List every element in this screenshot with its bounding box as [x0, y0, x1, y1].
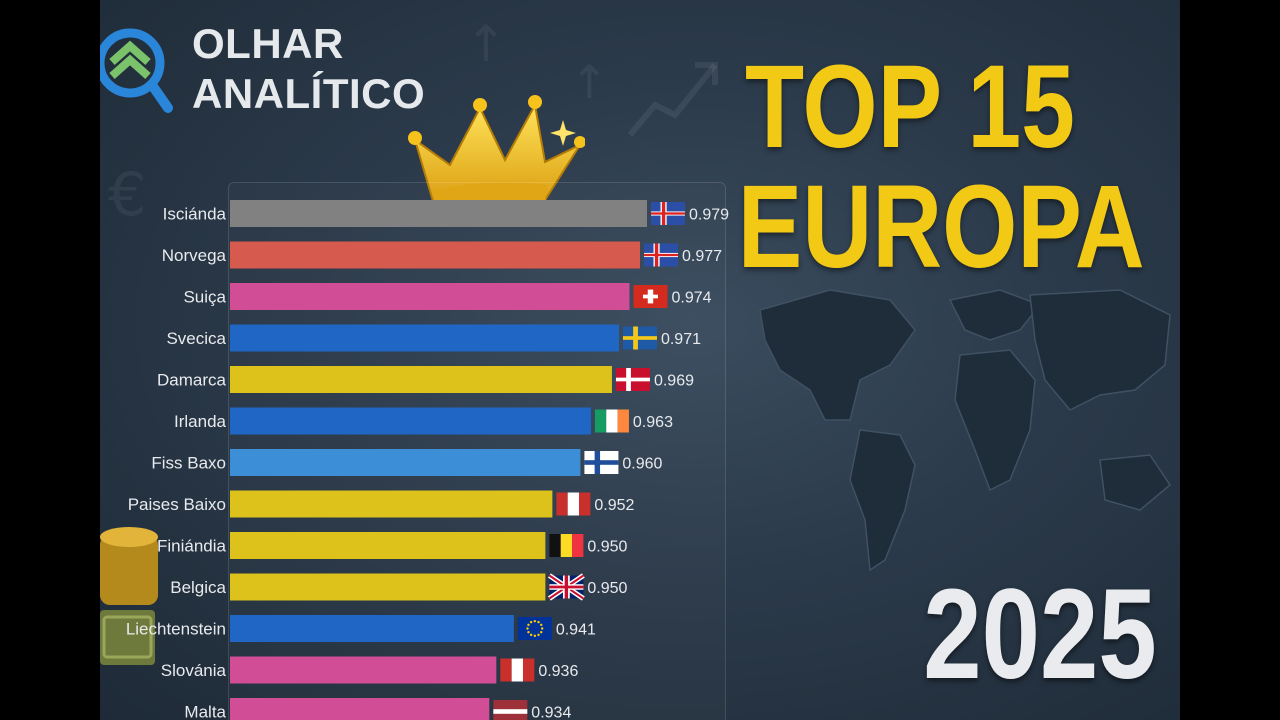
headline-top: TOP 15	[745, 41, 1075, 173]
value-label: 0.950	[587, 580, 627, 597]
category-label: Liechtenstein	[126, 620, 226, 639]
bar-chart: Isciánda 0.979 Norvega 0.977 Suiça 0.974 Sveci…	[126, 200, 729, 720]
year-label: 2025	[923, 563, 1157, 706]
bar	[230, 366, 612, 393]
value-label: 0.963	[633, 414, 673, 431]
latvia-flag-icon	[493, 700, 528, 720]
bar	[230, 200, 647, 227]
coins-icon	[100, 527, 158, 665]
uk-flag-icon	[547, 573, 585, 601]
category-label: Fiss Baxo	[151, 454, 226, 473]
value-label: 0.950	[587, 539, 627, 556]
bar	[230, 532, 546, 559]
bar	[230, 283, 630, 310]
value-label: 0.952	[594, 497, 634, 514]
switzerland-flag-icon	[633, 285, 668, 308]
category-label: Isciánda	[163, 205, 227, 224]
denmark-flag-icon	[615, 368, 650, 391]
bar	[230, 490, 553, 518]
belgium-flag-icon	[549, 534, 584, 557]
sparkle-icon	[550, 120, 576, 146]
category-label: Belgica	[170, 578, 226, 597]
category-label: Irlanda	[174, 412, 227, 431]
category-label: Damarca	[157, 371, 227, 390]
bar	[230, 449, 581, 476]
category-label: Suiça	[183, 288, 226, 307]
arrow-up-icon: ↑	[465, 15, 507, 73]
headline-region: EUROPA	[737, 161, 1145, 293]
iceland-flag-icon	[643, 243, 678, 267]
red-white-vertical-flag-icon	[556, 492, 591, 516]
value-label: 0.969	[654, 373, 694, 390]
bar	[230, 241, 640, 269]
arrow-up-icon: ↑	[570, 55, 609, 109]
bar	[230, 698, 490, 720]
finland-flag-icon	[584, 451, 619, 474]
value-label: 0.936	[538, 663, 578, 680]
bar	[230, 407, 591, 435]
chart-panel	[228, 182, 726, 720]
eu-flag-icon	[517, 617, 552, 640]
value-label: 0.934	[531, 705, 571, 720]
value-label: 0.977	[682, 248, 722, 265]
category-label: Paises Baixo	[128, 495, 226, 514]
brand-line-1: OLHAR	[192, 20, 344, 67]
category-label: Finiándia	[157, 537, 227, 556]
value-label: 0.941	[556, 622, 596, 639]
value-label: 0.960	[622, 456, 662, 473]
euro-icon: €	[108, 160, 147, 230]
value-label: 0.979	[689, 207, 729, 224]
category-label: Norvega	[162, 246, 227, 265]
ireland-flag-icon	[594, 409, 629, 433]
red-white-vertical-flag-icon	[500, 658, 535, 682]
thumbnail-canvas: ↑ ↑ € OLHAR ANALÍTICO TOP 15 EUROPA	[100, 0, 1180, 720]
sweden-flag-icon	[622, 326, 657, 350]
category-label: Svecica	[166, 329, 226, 348]
trend-chart-icon	[627, 62, 718, 137]
brand-line-2: ANALÍTICO	[192, 70, 426, 117]
value-label: 0.971	[661, 331, 701, 348]
bar	[230, 573, 546, 601]
world-map-icon	[759, 289, 1171, 572]
bar	[230, 656, 497, 684]
iceland-flag-icon	[651, 202, 685, 225]
bar	[230, 615, 514, 642]
value-label: 0.974	[671, 290, 711, 307]
bar	[230, 324, 619, 352]
category-label: Malta	[184, 703, 226, 720]
magnifier-logo-icon	[100, 28, 173, 113]
category-label: Slovánia	[161, 661, 227, 680]
